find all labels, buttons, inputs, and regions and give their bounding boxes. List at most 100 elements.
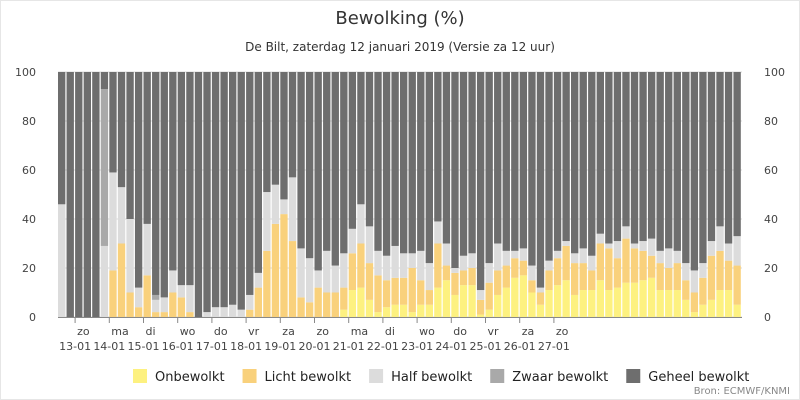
bar-segment	[502, 265, 510, 288]
x-tick-date: 21-01	[333, 340, 365, 353]
bar-segment	[323, 250, 331, 293]
bar-segment	[707, 72, 716, 242]
bar-segment	[374, 250, 382, 276]
bar-segment	[571, 294, 579, 317]
bar-segment	[194, 72, 203, 317]
bar-segment	[323, 292, 331, 317]
bar-segment	[186, 312, 194, 317]
legend-swatch	[242, 369, 257, 383]
bar-segment	[724, 290, 733, 317]
bar-segment	[134, 72, 143, 288]
bar-segment	[246, 309, 254, 317]
bar-segment	[246, 72, 254, 295]
x-tick-date: 27-01	[538, 340, 570, 353]
bar-segment	[553, 258, 562, 286]
bar-segment	[605, 72, 613, 244]
bar-segment	[733, 72, 741, 237]
bar-segment	[494, 72, 502, 244]
bar-segment	[109, 72, 117, 173]
bar-segment	[400, 253, 408, 278]
bar-segment	[579, 248, 587, 264]
bar-segment	[605, 290, 613, 317]
x-tick-day: vr	[248, 325, 260, 338]
bar-segment	[434, 287, 442, 317]
legend-label: Geheel bewolkt	[648, 370, 749, 385]
axes: 0 0 20 20 40 40 60 60 80 80 100 100 zo 13-01 ma 14-01 di…	[15, 66, 785, 353]
bar-segment	[237, 72, 245, 310]
bar-segment	[485, 72, 493, 264]
bar-segment	[485, 309, 493, 317]
bar-segment	[733, 304, 741, 317]
y-tick-label-right: 0	[764, 311, 771, 324]
bar-segment	[724, 243, 733, 261]
bar-segment	[229, 304, 237, 317]
bar-segment	[357, 287, 365, 317]
bar-segment	[656, 72, 664, 251]
bar-segment	[588, 255, 596, 271]
bar-segment	[656, 290, 664, 317]
x-tick-day: wo	[180, 325, 196, 338]
bar-segment	[553, 250, 562, 259]
bar-segment	[519, 275, 528, 317]
bar-segment	[365, 263, 374, 300]
x-tick-date: 18-01	[230, 340, 262, 353]
bar-segment	[365, 226, 374, 264]
chart-subtitle: De Bilt, zaterdag 12 januari 2019 (Versi…	[245, 40, 555, 54]
bar-segment	[716, 290, 724, 317]
bar-segment	[254, 272, 262, 288]
bar-segment	[665, 290, 673, 317]
bar-segment	[75, 72, 83, 317]
bar-segment	[211, 72, 220, 308]
bar-segment	[400, 72, 408, 254]
bar-segment	[485, 263, 493, 283]
y-tick-label-left: 0	[29, 311, 36, 324]
x-tick-day: za	[282, 325, 295, 338]
bar-segment	[134, 307, 143, 317]
x-tick-day: ma	[111, 325, 128, 338]
bar-segment	[571, 253, 579, 264]
bar-segment	[305, 302, 314, 317]
bar-segment	[724, 72, 733, 244]
bar-segment	[553, 285, 562, 317]
bar-segment	[203, 312, 211, 317]
bar-segment	[374, 72, 382, 251]
bar-segment	[297, 72, 305, 249]
x-tick-day: zo	[77, 325, 90, 338]
bar-segment	[271, 184, 280, 224]
bar-segment	[596, 72, 604, 234]
legend-label: Onbewolkt	[155, 370, 225, 385]
y-tick-label-right: 80	[764, 115, 778, 128]
bar-segment	[152, 312, 160, 317]
bar-segment	[528, 292, 536, 317]
bar-segment	[647, 238, 656, 256]
bar-segment	[117, 72, 126, 188]
bar-segment	[348, 72, 357, 229]
bar-segment	[468, 253, 476, 268]
chart-title: Bewolking (%)	[335, 8, 464, 29]
legend-swatch	[133, 369, 147, 383]
bar-segment	[408, 312, 416, 317]
bar-segment	[382, 72, 391, 256]
bar-segment	[169, 72, 177, 271]
bar-segment	[630, 72, 639, 244]
bar-segment	[596, 233, 604, 244]
bar-segment	[152, 72, 160, 295]
x-tick-date: 20-01	[299, 340, 331, 353]
bar-segment	[613, 258, 622, 288]
bar-segment	[562, 72, 570, 242]
x-tick-date: 16-01	[162, 340, 194, 353]
y-tick-label-left: 60	[22, 164, 36, 177]
bar-segment	[160, 72, 168, 298]
bar-segment	[58, 72, 66, 205]
bar-segment	[323, 72, 331, 251]
bar-segment	[494, 270, 502, 295]
bar-segment	[229, 72, 237, 305]
bar-segment	[630, 282, 639, 317]
bar-segment	[528, 280, 536, 293]
x-tick-date: 25-01	[470, 340, 502, 353]
bar-segment	[562, 280, 570, 317]
bar-segment	[639, 72, 647, 242]
bar-segment	[169, 292, 177, 317]
bar-segment	[331, 292, 339, 317]
bar-segment	[348, 253, 357, 291]
